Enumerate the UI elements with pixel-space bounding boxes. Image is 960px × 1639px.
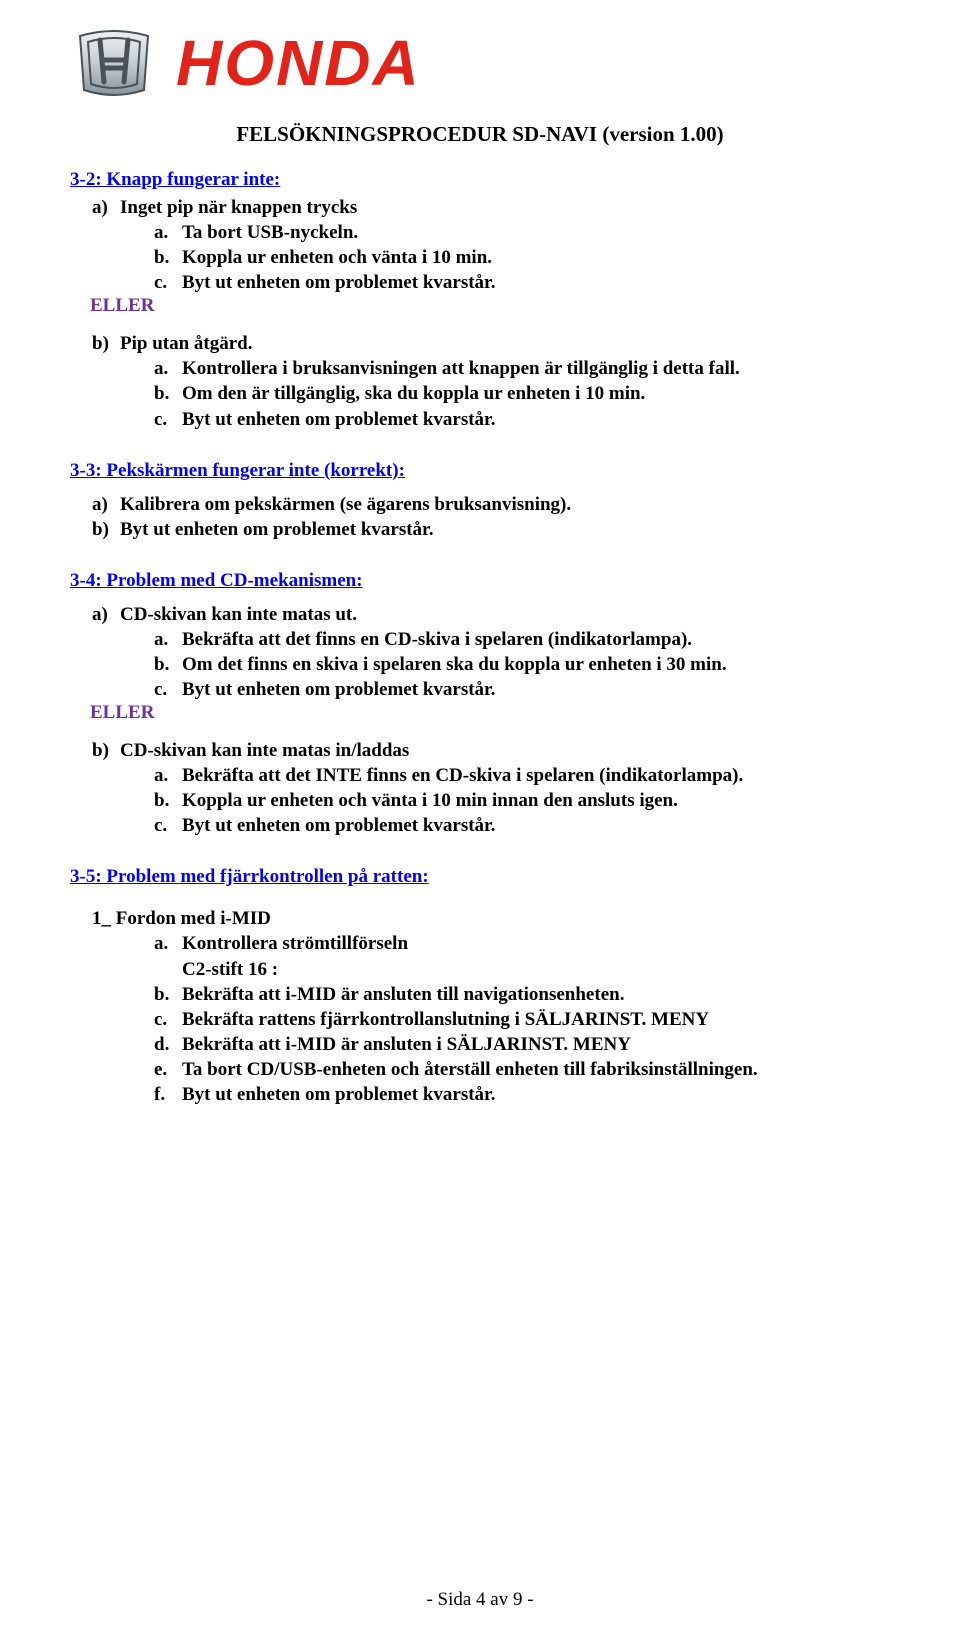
section-3-4-heading: 3-4: Problem med CD-mekanismen:: [70, 570, 890, 592]
s35-g1-e: Ta bort CD/USB-enheten och återställ enh…: [182, 1057, 758, 1082]
s32-eller: ELLER: [90, 295, 890, 317]
page: HONDA FELSÖKNINGSPROCEDUR SD-NAVI (versi…: [0, 0, 960, 1639]
s34-b-lead: b)CD-skivan kan inte matas in/laddas: [70, 738, 890, 763]
s34-a-c: Byt ut enheten om problemet kvarstår.: [182, 677, 495, 702]
s32-a-c: Byt ut enheten om problemet kvarstår.: [182, 270, 495, 295]
s32-a-sub: a.Ta bort USB-nyckeln. b.Koppla ur enhet…: [70, 220, 890, 295]
s34-a-a: Bekräfta att det finns en CD-skiva i spe…: [182, 627, 692, 652]
brand-name: HONDA: [176, 26, 421, 100]
s32-b-b: Om den är tillgänglig, ska du koppla ur …: [182, 381, 645, 406]
s34-a-lead-text: CD-skivan kan inte matas ut.: [120, 602, 357, 627]
s35-g1-c: Bekräfta rattens fjärrkontrollanslutning…: [182, 1007, 709, 1032]
s35-g1-sub: a.Kontrollera strömtillförseln: [70, 931, 890, 956]
s35-g1-lead: 1_ Fordon med i-MID: [70, 906, 890, 931]
s34-a-sub: a.Bekräfta att det finns en CD-skiva i s…: [70, 627, 890, 702]
s32-a-lead: a)Inget pip när knappen trycks: [70, 195, 890, 220]
s34-eller: ELLER: [90, 702, 890, 724]
brand-header: HONDA: [70, 24, 890, 102]
s35-g1-f: Byt ut enheten om problemet kvarstår.: [182, 1082, 495, 1107]
s32-b-c: Byt ut enheten om problemet kvarstår.: [182, 407, 495, 432]
section-3-2-heading: 3-2: Knapp fungerar inte:: [70, 169, 890, 191]
s33-a: Kalibrera om pekskärmen (se ägarens bruk…: [120, 492, 571, 517]
s32-a-b: Koppla ur enheten och vänta i 10 min.: [182, 245, 492, 270]
s32-a-a: Ta bort USB-nyckeln.: [182, 220, 358, 245]
s34-a-lead: a)CD-skivan kan inte matas ut.: [70, 602, 890, 627]
s32-b-sub: a.Kontrollera i bruksanvisningen att kna…: [70, 356, 890, 431]
s34-b-c: Byt ut enheten om problemet kvarstår.: [182, 813, 495, 838]
s34-b-b: Koppla ur enheten och vänta i 10 min inn…: [182, 788, 678, 813]
s34-b-a: Bekräfta att det INTE finns en CD-skiva …: [182, 763, 743, 788]
s35-g1-d: Bekräfta att i-MID är ansluten i SÄLJARI…: [182, 1032, 631, 1057]
s34-b-lead-text: CD-skivan kan inte matas in/laddas: [120, 738, 409, 763]
s34-b-sub: a.Bekräfta att det INTE finns en CD-skiv…: [70, 763, 890, 838]
document-title: FELSÖKNINGSPROCEDUR SD-NAVI (version 1.0…: [70, 122, 890, 147]
section-3-5-heading: 3-5: Problem med fjärrkontrollen på ratt…: [70, 866, 890, 888]
s33-list: a)Kalibrera om pekskärmen (se ägarens br…: [70, 492, 890, 542]
s33-b: Byt ut enheten om problemet kvarstår.: [120, 517, 433, 542]
s35-g1-a: Kontrollera strömtillförseln: [182, 931, 408, 956]
section-3-3-heading: 3-3: Pekskärmen fungerar inte (korrekt):: [70, 460, 890, 482]
s35-g1-sub2: b.Bekräfta att i-MID är ansluten till na…: [70, 982, 890, 1107]
s32-a-lead-text: Inget pip när knappen trycks: [120, 195, 357, 220]
honda-logo-icon: [70, 24, 158, 102]
s32-b-a: Kontrollera i bruksanvisningen att knapp…: [182, 356, 740, 381]
s35-g1-c2: C2-stift 16 :: [70, 957, 890, 982]
s35-g1-b: Bekräfta att i-MID är ansluten till navi…: [182, 982, 624, 1007]
s34-a-b: Om det finns en skiva i spelaren ska du …: [182, 652, 727, 677]
s32-b-lead-text: Pip utan åtgärd.: [120, 331, 253, 356]
page-footer: - Sida 4 av 9 -: [0, 1589, 960, 1611]
s32-b-lead: b)Pip utan åtgärd.: [70, 331, 890, 356]
